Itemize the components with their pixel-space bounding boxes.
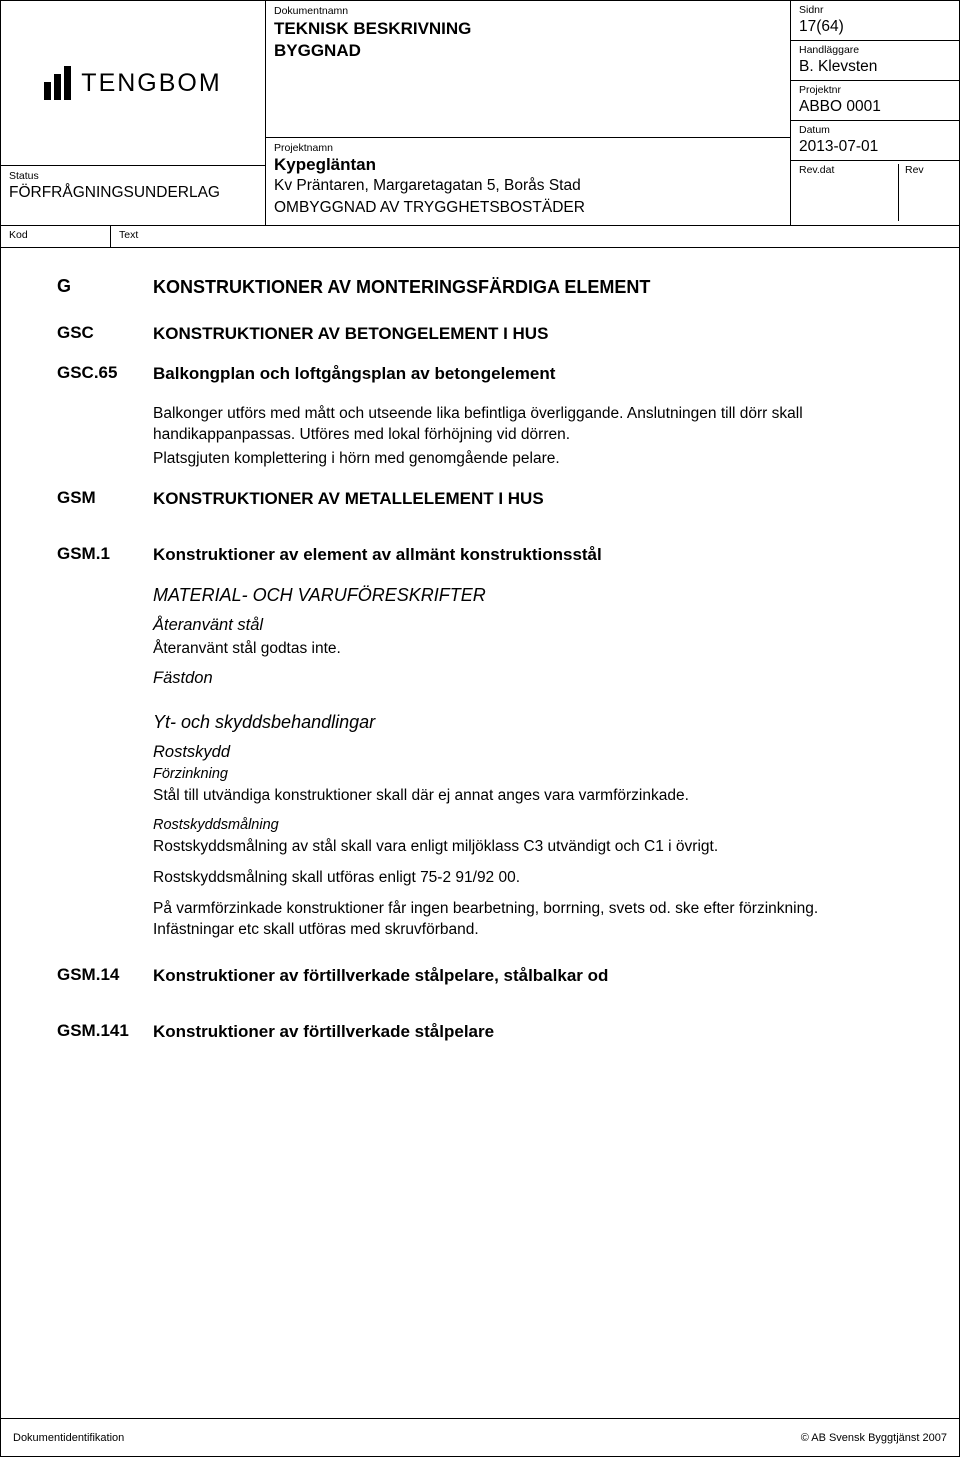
- logo-text: TENGBOM: [81, 69, 221, 98]
- rostmalning-p3: På varmförzinkade konstruktioner får ing…: [153, 899, 903, 941]
- projektnr-label: Projektnr: [799, 84, 953, 97]
- projektnamn-label: Projektnamn: [274, 142, 782, 155]
- section-gsc65: GSC.65 Balkongplan och loftgångsplan av …: [57, 363, 903, 385]
- document-body: G KONSTRUKTIONER AV MONTERINGSFÄRDIGA EL…: [1, 248, 959, 1043]
- code-gsm14: GSM.14: [57, 965, 153, 987]
- tengbom-logo: TENGBOM: [44, 66, 221, 100]
- document-header: TENGBOM Status FÖRFRÅGNINGSUNDERLAG Doku…: [1, 1, 959, 226]
- section-gsm1: GSM.1 Konstruktioner av element av allmä…: [57, 544, 903, 566]
- kod-label: Kod: [1, 226, 111, 247]
- rostmalning-p2: Rostskyddsmålning skall utföras enligt 7…: [153, 868, 903, 889]
- forzinkning-text: Stål till utvändiga konstruktioner skall…: [153, 786, 903, 807]
- datum-cell: Datum 2013-07-01: [791, 120, 960, 160]
- header-right: Sidnr 17(64) Handläggare B. Klevsten Pro…: [791, 1, 960, 225]
- rostmalning-p1: Rostskyddsmålning av stål skall vara enl…: [153, 837, 903, 858]
- footer-right: © AB Svensk Byggtjänst 2007: [801, 1432, 947, 1444]
- status-value: FÖRFRÅGNINGSUNDERLAG: [9, 183, 257, 202]
- projektnamn-value: Kypegläntan: [274, 154, 782, 176]
- header-middle: Dokumentnamn TEKNISK BESKRIVNING BYGGNAD…: [266, 1, 791, 225]
- projektnamn-cell: Projektnamn Kypegläntan Kv Präntaren, Ma…: [266, 137, 790, 225]
- ytskydd-heading: Yt- och skyddsbehandlingar: [153, 712, 903, 733]
- title-gsm: KONSTRUKTIONER AV METALLELEMENT I HUS: [153, 488, 903, 510]
- datum-label: Datum: [799, 124, 953, 137]
- code-gsm141: GSM.141: [57, 1021, 153, 1043]
- rev-label: Rev: [905, 164, 953, 177]
- title-gsc65: Balkongplan och loftgångsplan av betonge…: [153, 363, 903, 385]
- gsc65-paragraphs: Balkonger utförs med mått och utseende l…: [153, 404, 903, 471]
- title-g: KONSTRUKTIONER AV MONTERINGSFÄRDIGA ELEM…: [153, 276, 903, 299]
- handlaggare-value: B. Klevsten: [799, 57, 953, 76]
- rostskydd-heading: Rostskydd: [153, 743, 903, 762]
- forzinkning-heading: Förzinkning: [153, 766, 903, 782]
- footer-left: Dokumentidentifikation: [13, 1432, 124, 1444]
- title-gsc: KONSTRUKTIONER AV BETONGELEMENT I HUS: [153, 323, 903, 345]
- ateranvant-text: Återanvänt stål godtas inte.: [153, 639, 903, 660]
- ateranvant-heading: Återanvänt stål: [153, 616, 903, 635]
- sidnr-cell: Sidnr 17(64): [791, 1, 960, 40]
- code-gsc: GSC: [57, 323, 153, 345]
- section-gsm: GSM KONSTRUKTIONER AV METALLELEMENT I HU…: [57, 488, 903, 510]
- code-gsm: GSM: [57, 488, 153, 510]
- kod-text-row: Kod Text: [1, 226, 959, 248]
- text-label: Text: [111, 226, 959, 247]
- projekt-desc: OMBYGGNAD AV TRYGGHETSBOSTÄDER: [274, 198, 782, 217]
- fastdon-heading: Fästdon: [153, 669, 903, 688]
- dokumentnamn-line2: BYGGNAD: [274, 40, 782, 62]
- status-cell: Status FÖRFRÅGNINGSUNDERLAG: [1, 165, 265, 225]
- projekt-address: Kv Präntaren, Margaretagatan 5, Borås St…: [274, 176, 782, 195]
- section-g: G KONSTRUKTIONER AV MONTERINGSFÄRDIGA EL…: [57, 276, 903, 299]
- header-left: TENGBOM Status FÖRFRÅGNINGSUNDERLAG: [1, 1, 266, 225]
- gsc65-p2: Platsgjuten komplettering i hörn med gen…: [153, 449, 903, 470]
- material-heading: MATERIAL- OCH VARUFÖRESKRIFTER: [153, 585, 903, 606]
- sidnr-label: Sidnr: [799, 4, 953, 17]
- page: TENGBOM Status FÖRFRÅGNINGSUNDERLAG Doku…: [0, 0, 960, 1457]
- code-g: G: [57, 276, 153, 299]
- title-gsm1: Konstruktioner av element av allmänt kon…: [153, 544, 903, 566]
- sidnr-value: 17(64): [799, 17, 953, 36]
- status-label: Status: [9, 170, 257, 183]
- title-gsm14: Konstruktioner av förtillverkade stålpel…: [153, 965, 903, 987]
- logo-mark-icon: [44, 66, 71, 100]
- revdat-label: Rev.dat: [799, 164, 898, 177]
- rostmalning-heading: Rostskyddsmålning: [153, 817, 903, 833]
- section-gsc: GSC KONSTRUKTIONER AV BETONGELEMENT I HU…: [57, 323, 903, 345]
- section-gsm141: GSM.141 Konstruktioner av förtillverkade…: [57, 1021, 903, 1043]
- gsc65-p1: Balkonger utförs med mått och utseende l…: [153, 404, 903, 446]
- projektnr-cell: Projektnr ABBO 0001: [791, 80, 960, 120]
- code-gsm1: GSM.1: [57, 544, 153, 566]
- section-gsm14: GSM.14 Konstruktioner av förtillverkade …: [57, 965, 903, 987]
- dokumentnamn-line1: TEKNISK BESKRIVNING: [274, 18, 782, 40]
- code-gsc65: GSC.65: [57, 363, 153, 385]
- dokumentnamn-label: Dokumentnamn: [274, 5, 782, 18]
- title-gsm141: Konstruktioner av förtillverkade stålpel…: [153, 1021, 903, 1043]
- rev-cell: Rev.dat Rev: [791, 160, 960, 225]
- datum-value: 2013-07-01: [799, 137, 953, 156]
- projektnr-value: ABBO 0001: [799, 97, 953, 116]
- document-footer: Dokumentidentifikation © AB Svensk Byggt…: [1, 1418, 959, 1456]
- dokumentnamn-cell: Dokumentnamn TEKNISK BESKRIVNING BYGGNAD: [266, 1, 790, 137]
- handlaggare-label: Handläggare: [799, 44, 953, 57]
- logo-cell: TENGBOM: [1, 1, 265, 165]
- handlaggare-cell: Handläggare B. Klevsten: [791, 40, 960, 80]
